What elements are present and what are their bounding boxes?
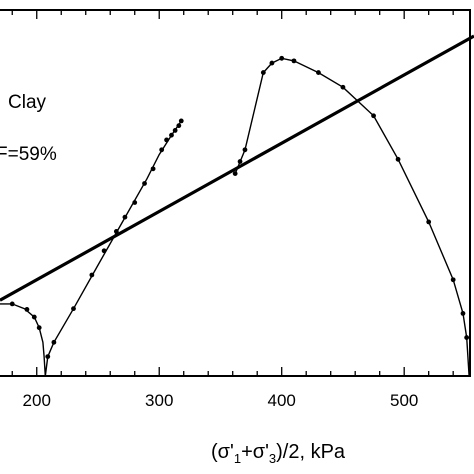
data-point [9, 301, 15, 307]
data-point [269, 60, 275, 66]
annotation-fines: F=59% [0, 144, 57, 165]
data-point [176, 123, 182, 129]
x-tick-label: 200 [23, 391, 51, 410]
stress-path-line-1 [0, 303, 46, 377]
x-axis-label: (σ'1+σ'3)/2, kPa [211, 441, 346, 466]
data-point [291, 58, 297, 64]
xlabel-open: (σ' [211, 441, 234, 463]
data-point [242, 147, 248, 153]
data-point [464, 335, 470, 340]
xlabel-close: )/2, kPa [276, 441, 346, 463]
data-point [89, 272, 95, 278]
data-point [113, 229, 119, 234]
data-point [172, 128, 178, 133]
data-point [122, 214, 128, 220]
bottom-tick-marks [11, 367, 454, 376]
xlabel-sub-3: 3 [269, 451, 276, 466]
plot-frame [0, 9, 471, 377]
data-point [169, 132, 174, 138]
data-point [426, 219, 432, 225]
data-point [101, 248, 107, 254]
data-point [316, 70, 321, 75]
data-point [395, 156, 401, 162]
stress-path-line-3 [234, 57, 470, 377]
x-tick-label: 400 [268, 391, 296, 410]
data-point [45, 354, 51, 360]
data-point [460, 311, 466, 316]
data-point [178, 118, 184, 124]
x-tick-label: 300 [145, 391, 173, 410]
data-point [31, 314, 37, 320]
stress-path-line-2 [44, 120, 182, 377]
data-point [36, 325, 42, 331]
x-tick-labels: 200 300 400 500 [23, 391, 419, 410]
data-point [340, 84, 346, 90]
annotation-clay: Clay [8, 92, 47, 113]
data-point [450, 277, 456, 283]
data-point [150, 166, 156, 172]
data-point [24, 306, 30, 312]
data-point [71, 306, 76, 312]
data-point [260, 70, 266, 75]
data-point [237, 159, 243, 164]
data-point [159, 147, 165, 153]
data-point [232, 171, 238, 177]
xlabel-sub-1: 1 [234, 451, 241, 466]
x-tick-label: 500 [390, 391, 418, 410]
data-point [371, 113, 376, 119]
data-point [132, 200, 138, 205]
data-point [164, 137, 169, 143]
data-point [142, 181, 147, 186]
top-tick-marks [11, 10, 454, 19]
xlabel-plus: +σ' [241, 441, 269, 463]
data-point [51, 339, 57, 345]
stress-path-series [0, 55, 470, 377]
data-point [279, 55, 285, 61]
